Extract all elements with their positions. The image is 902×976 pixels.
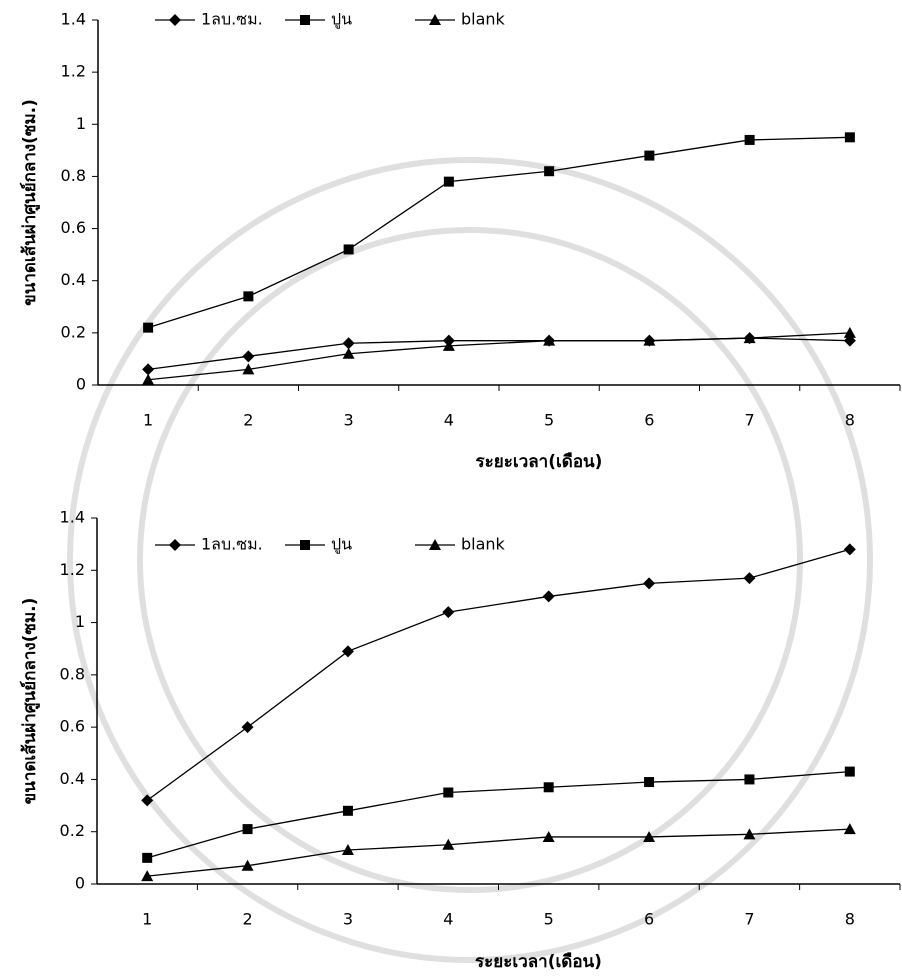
y-tick-label: 0.8 — [60, 664, 85, 683]
x-tick-label: 8 — [845, 910, 855, 929]
y-tick-label: 0 — [75, 874, 85, 893]
x-tick-label: 3 — [344, 411, 354, 430]
y-tick-label: 0.4 — [61, 270, 86, 289]
marker — [243, 824, 253, 834]
watermark — [70, 160, 870, 960]
marker — [443, 788, 453, 798]
marker — [343, 806, 353, 816]
marker — [644, 777, 654, 787]
page: 0 0.2 0.4 0.6 0.8 1 1.2 1.4 1 2 3 4 5 6 7 8 ระยะเวลา(เดื… — [0, 0, 902, 976]
marker — [845, 132, 855, 142]
x-tick-label: 6 — [644, 910, 654, 929]
marker — [743, 572, 755, 584]
x-tick-label: 2 — [243, 411, 253, 430]
x-tick-label: 5 — [544, 910, 554, 929]
y-tick-label: 0.4 — [60, 769, 85, 788]
x-axis-label: ระยะเวลา(เดือน) — [475, 951, 602, 972]
marker — [143, 323, 153, 333]
marker — [169, 14, 181, 26]
x-tick-label: 1 — [143, 411, 153, 430]
y-tick-label: 0 — [76, 375, 86, 394]
marker — [242, 350, 254, 362]
y-tick-label: 1 — [75, 612, 85, 631]
x-tick-label: 3 — [343, 910, 353, 929]
marker — [844, 327, 856, 338]
y-tick-label: 1.4 — [60, 508, 85, 527]
legend-label: blank — [461, 535, 506, 554]
x-tick-label: 2 — [242, 910, 252, 929]
legend-label: ปูน — [331, 10, 352, 30]
y-axis-label: ขนาดเส้นผ่าศูนย์กลาง(ซม.) — [19, 598, 41, 805]
legend-label: blank — [461, 10, 506, 29]
marker — [243, 291, 253, 301]
legend-label: 1ลบ.ซม. — [201, 535, 263, 554]
x-tick-label: 5 — [544, 411, 554, 430]
x-tick-label: 8 — [845, 411, 855, 430]
x-tick-label: 4 — [444, 411, 454, 430]
y-tick-label: 1.2 — [61, 62, 86, 81]
marker — [444, 177, 454, 187]
marker — [300, 15, 310, 25]
marker — [845, 767, 855, 777]
y-tick-label: 0.6 — [61, 218, 86, 237]
y-tick-label: 1.4 — [61, 10, 86, 29]
y-tick-label: 0.8 — [61, 166, 86, 185]
marker — [242, 721, 254, 733]
y-tick-label: 1.2 — [60, 560, 85, 579]
x-tick-label: 6 — [644, 411, 654, 430]
legend-label: 1ลบ.ซม. — [201, 10, 263, 29]
marker — [544, 782, 554, 792]
marker — [644, 151, 654, 161]
x-tick-label: 7 — [745, 411, 755, 430]
marker — [442, 606, 454, 618]
series-line — [147, 549, 850, 800]
marker — [142, 363, 154, 375]
marker — [343, 337, 355, 349]
marker — [543, 590, 555, 602]
x-tick-label: 1 — [142, 910, 152, 929]
x-axis-label: ระยะเวลา(เดือน) — [476, 451, 603, 472]
marker — [300, 540, 310, 550]
marker — [744, 774, 754, 784]
marker — [344, 244, 354, 254]
series-line — [147, 772, 850, 858]
marker — [844, 543, 856, 555]
marker — [745, 135, 755, 145]
y-axis-label: ขนาดเส้นผ่าศูนย์กลาง(ซม.) — [19, 99, 41, 306]
marker — [169, 539, 181, 551]
y-tick-label: 1 — [76, 114, 86, 133]
marker — [844, 823, 856, 834]
y-tick-label: 0.2 — [60, 821, 85, 840]
x-tick-label: 7 — [744, 910, 754, 929]
y-tick-label: 0.2 — [61, 322, 86, 341]
marker — [643, 577, 655, 589]
x-tick-label: 4 — [443, 910, 453, 929]
y-tick-label: 0.6 — [60, 717, 85, 736]
legend-label: ปูน — [331, 535, 352, 555]
marker — [342, 645, 354, 657]
marker — [544, 166, 554, 176]
marker — [142, 853, 152, 863]
